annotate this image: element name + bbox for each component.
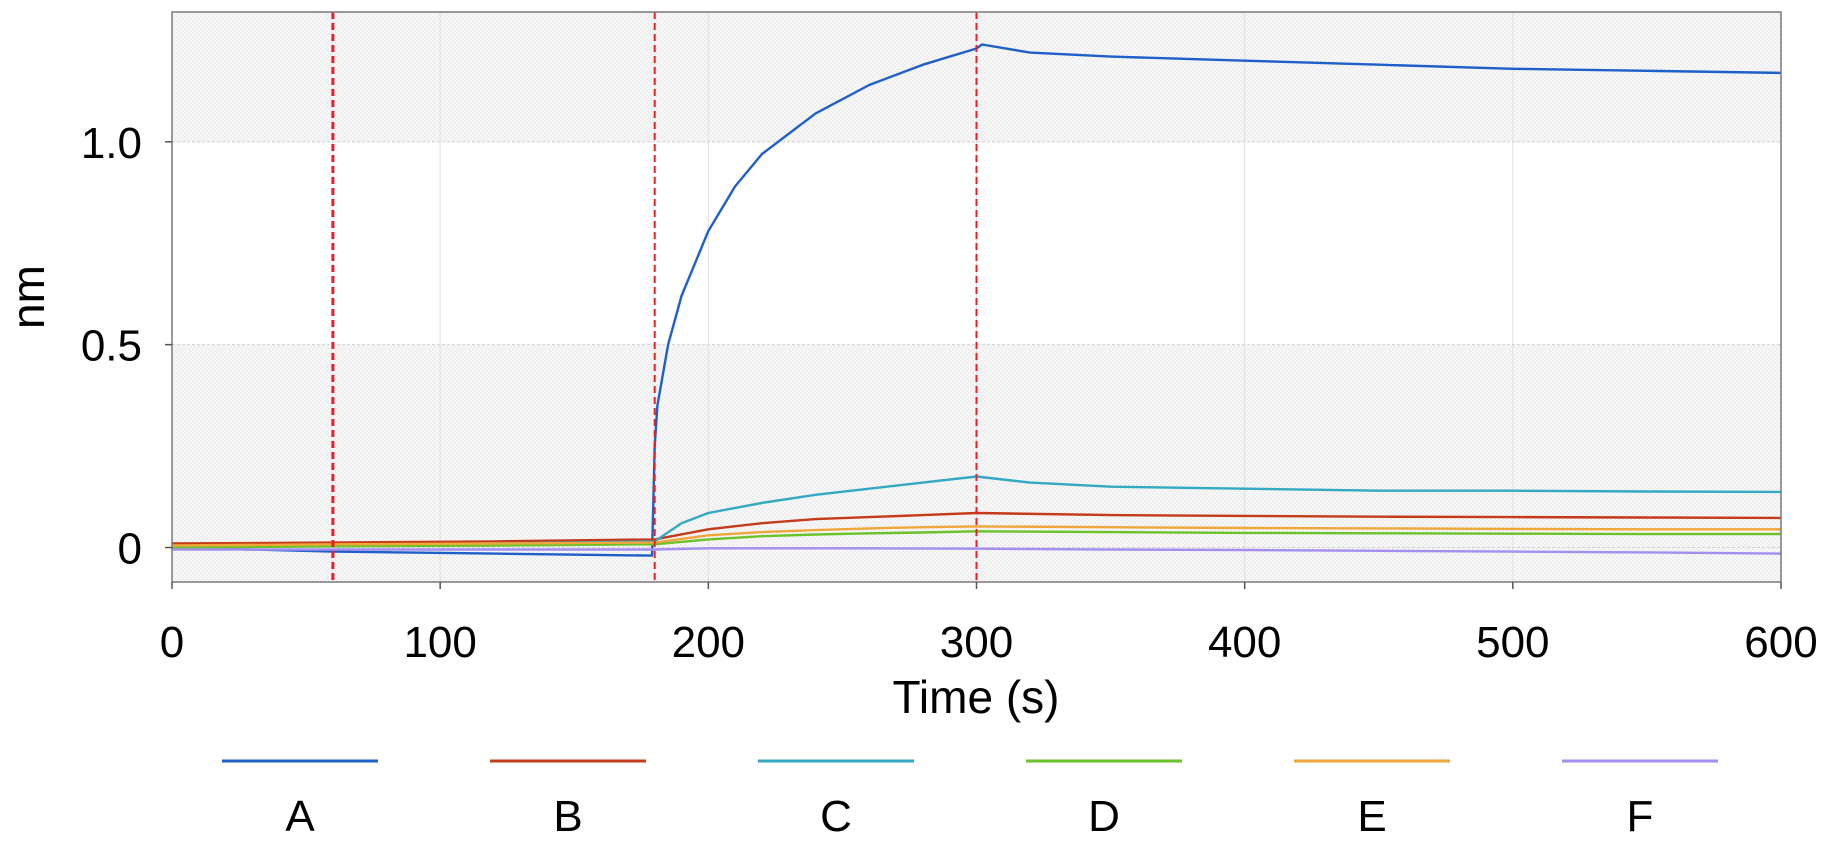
y-axis-label: nm bbox=[2, 265, 54, 329]
series-line-f bbox=[172, 547, 1781, 555]
legend-label: C bbox=[820, 792, 852, 841]
series-line-d bbox=[172, 530, 1781, 549]
series-line-b bbox=[172, 511, 1781, 545]
x-tick-label: 0 bbox=[160, 618, 184, 667]
phase-markers bbox=[331, 12, 978, 582]
y-tick-label: 1.0 bbox=[81, 119, 142, 168]
x-tick-label: 600 bbox=[1744, 618, 1817, 667]
legend-label: A bbox=[285, 792, 315, 841]
x-tick-label: 500 bbox=[1476, 618, 1549, 667]
x-tick-label: 400 bbox=[1208, 618, 1281, 667]
legend-label: F bbox=[1627, 792, 1654, 841]
x-tick-label: 300 bbox=[940, 618, 1013, 667]
legend-label: B bbox=[553, 792, 582, 841]
x-tick-label: 100 bbox=[403, 618, 476, 667]
x-tick-label: 200 bbox=[672, 618, 745, 667]
x-axis-label: Time (s) bbox=[893, 671, 1060, 723]
y-tick-label: 0.5 bbox=[81, 322, 142, 371]
legend: A B C D E F bbox=[222, 759, 1718, 841]
series-line-a bbox=[172, 43, 1781, 557]
series-line-e bbox=[172, 525, 1781, 547]
legend-label: D bbox=[1088, 792, 1120, 841]
y-tick-label: 0 bbox=[118, 525, 142, 574]
series-lines bbox=[172, 43, 1781, 557]
axes: 0 100 200 300 400 500 600 0 0.5 1.0 bbox=[81, 11, 1818, 667]
legend-label: E bbox=[1357, 792, 1386, 841]
